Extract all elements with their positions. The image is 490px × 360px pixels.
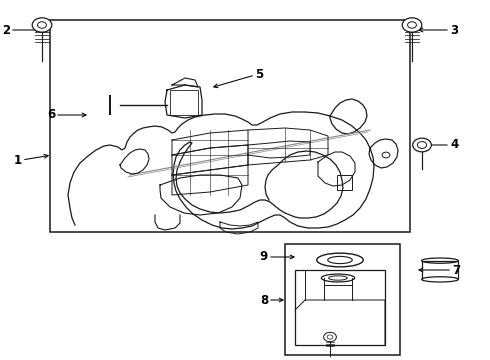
Bar [285,244,400,355]
Bar [421,261,458,279]
Text: 4: 4 [450,139,458,152]
Text: 9: 9 [260,251,268,264]
Text: 2: 2 [2,23,10,36]
Text: 8: 8 [260,293,268,306]
Ellipse shape [421,277,458,282]
Circle shape [402,18,422,32]
Bar [295,270,385,345]
Bar [170,90,198,115]
Bar [50,20,410,232]
Circle shape [32,18,52,32]
Text: 5: 5 [255,68,263,81]
Text: 7: 7 [452,264,460,276]
Circle shape [323,332,336,342]
Text: 1: 1 [14,153,22,166]
Circle shape [413,138,431,152]
Text: 6: 6 [47,108,55,122]
Text: 3: 3 [450,23,458,36]
Bar [337,175,352,190]
